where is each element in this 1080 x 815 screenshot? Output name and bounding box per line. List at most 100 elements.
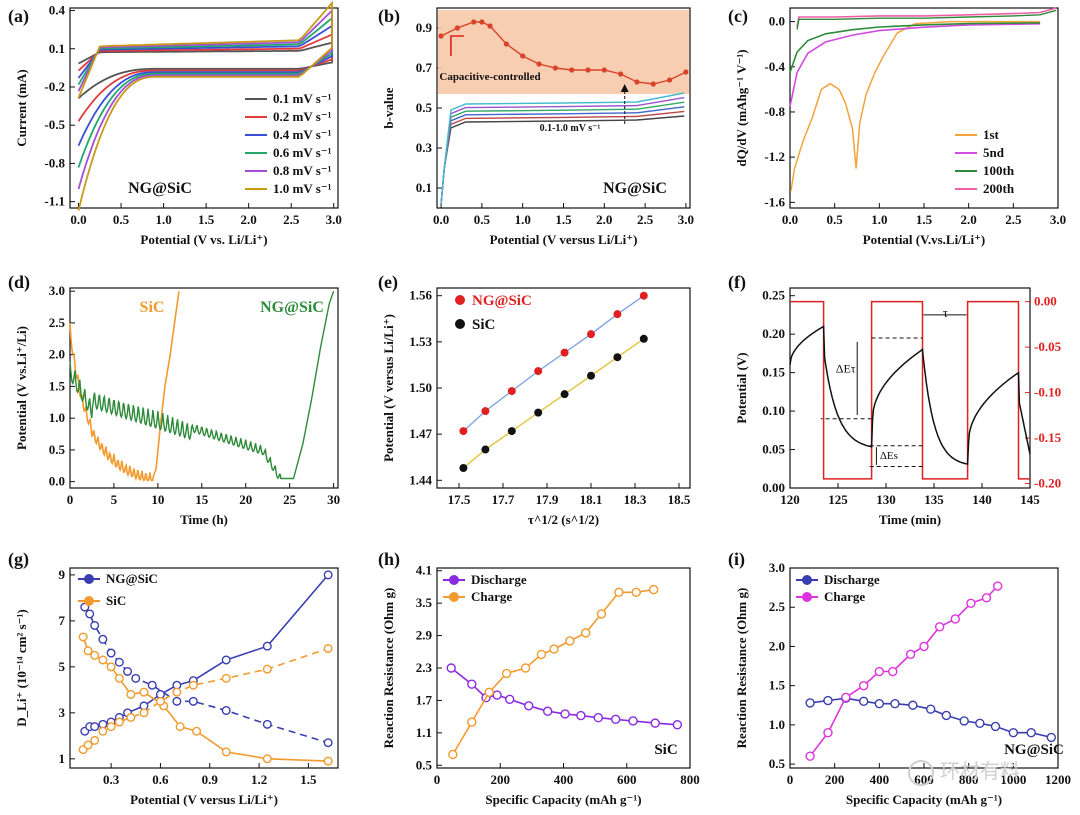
data-point [221,706,231,716]
data-point [874,666,885,677]
y-tick-label: 0.5 [769,756,786,771]
y-tick-label: 1.47 [409,426,432,441]
data-point [576,710,586,721]
data-point [919,641,929,652]
x-tick-label: 3.0 [678,212,694,227]
y2-tick-label: -0.15 [1034,430,1062,445]
x-tick-label: 0.0 [782,212,798,227]
data-point [841,692,851,703]
x-tick-label: 200 [491,772,511,787]
annotation: NG@SiC [603,180,667,197]
x-tick-label: 1.5 [916,212,933,227]
data-point [172,696,182,706]
x-tick-label: 20 [239,492,252,507]
data-point [262,719,272,729]
data-point [175,722,185,732]
dqdv-charge-curve [796,9,1057,30]
y-tick-label: -0.8 [44,155,65,170]
dqdv-curve-100th [789,22,1041,73]
data-point [484,687,494,698]
y-tick-label: 0.05 [762,442,785,457]
legend-marker [449,592,459,602]
x-tick-label: 15 [195,492,209,507]
wechat-icon [908,759,934,786]
legend-label: 0.6 mV s⁻¹ [273,145,332,160]
x-tick-label: 2.5 [1005,212,1022,227]
x-tick-label: 1.5 [555,212,572,227]
x-tick-label: 0 [787,772,794,787]
legend-label: 5nd [983,145,1005,160]
data-point [587,330,595,339]
x-tick-label: 0.0 [433,212,449,227]
legend-label: SiC [472,317,495,333]
b-value-point [503,41,509,47]
potential-curve [789,325,1031,466]
y-tick-label: 1 [59,751,66,766]
legend-marker [802,592,812,602]
data-point [926,704,936,714]
y-tick-label: 0.15 [762,365,785,380]
x-tick-label: 2.0 [241,212,257,227]
watermark: 环材有料 [908,755,1020,786]
x-axis-label: Specific Capacity (mAh g⁻¹) [846,792,1002,807]
legend-label: 1.0 mV s⁻¹ [273,181,332,196]
data-point [126,712,136,722]
data-point [614,587,624,598]
data-point [890,698,900,709]
y-tick-label: 1.53 [409,334,432,349]
data-point [542,706,553,716]
delta-label: τ [943,305,948,320]
b-value-point [683,69,689,75]
y-tick-label: 9 [59,567,66,582]
data-point [975,718,985,728]
x-tick-label: 400 [870,772,890,787]
diffusion-curve [84,606,329,744]
data-point [1026,728,1036,738]
x-axis-label: Potential (V versus Li/Li⁺) [490,232,638,247]
legend-marker [449,575,459,585]
b-value-point [618,71,624,77]
y-tick-label: 0.20 [762,326,785,341]
data-point [221,673,231,683]
x-tick-label: 140 [972,492,992,507]
data-point [650,718,660,728]
axis-arrow [450,35,464,56]
data-point [262,641,272,651]
data-point [467,679,477,689]
chart-panel-f: 120 125 130 135 140 145 0.00 0.05 0.10 0.15 0.20 0.… [728,272,1062,527]
y-tick-label: 1.5 [769,678,786,693]
panel-letter: (e) [378,272,398,293]
x-tick-label: 145 [1020,492,1040,507]
b-value-point [634,79,640,85]
y-tick-label: 0.1 [49,41,65,56]
b-value-point [585,67,591,73]
x-axis-label: Potential (V vs. Li/Li⁺) [140,232,267,247]
b-value-point [520,53,526,59]
data-point [262,754,272,764]
data-point [805,698,815,708]
b-value-point [479,19,485,25]
data-point [560,709,570,719]
panel-letter: (a) [8,6,29,27]
y-tick-label: 3 [59,705,66,720]
data-point [114,657,124,667]
data-point [172,687,182,697]
annotation: NG@SiC [128,180,192,197]
data-point [139,687,149,697]
data-point [106,722,116,732]
data-point [262,664,272,674]
delta-label: ΔEτ [836,362,856,376]
y-tick-label: 1.44 [409,472,432,487]
data-point [941,710,952,721]
y-tick-label: 3.5 [416,595,433,610]
legend-label: 0.1 mV s⁻¹ [273,91,332,106]
watermark-text: 环材有料 [940,759,1020,783]
data-point [323,570,333,580]
data-point [481,445,490,454]
data-point [631,587,641,598]
x-tick-label: 18.5 [668,492,691,507]
data-point [610,714,621,725]
y-tick-label: 1.56 [409,288,432,303]
legend-label: 1st [983,127,1000,142]
chart-panel-c: 0.0 0.5 1.0 1.5 2.0 2.5 3.0 0.0 -0.4 -0.8 -1.2 -1.6… [728,6,1066,247]
